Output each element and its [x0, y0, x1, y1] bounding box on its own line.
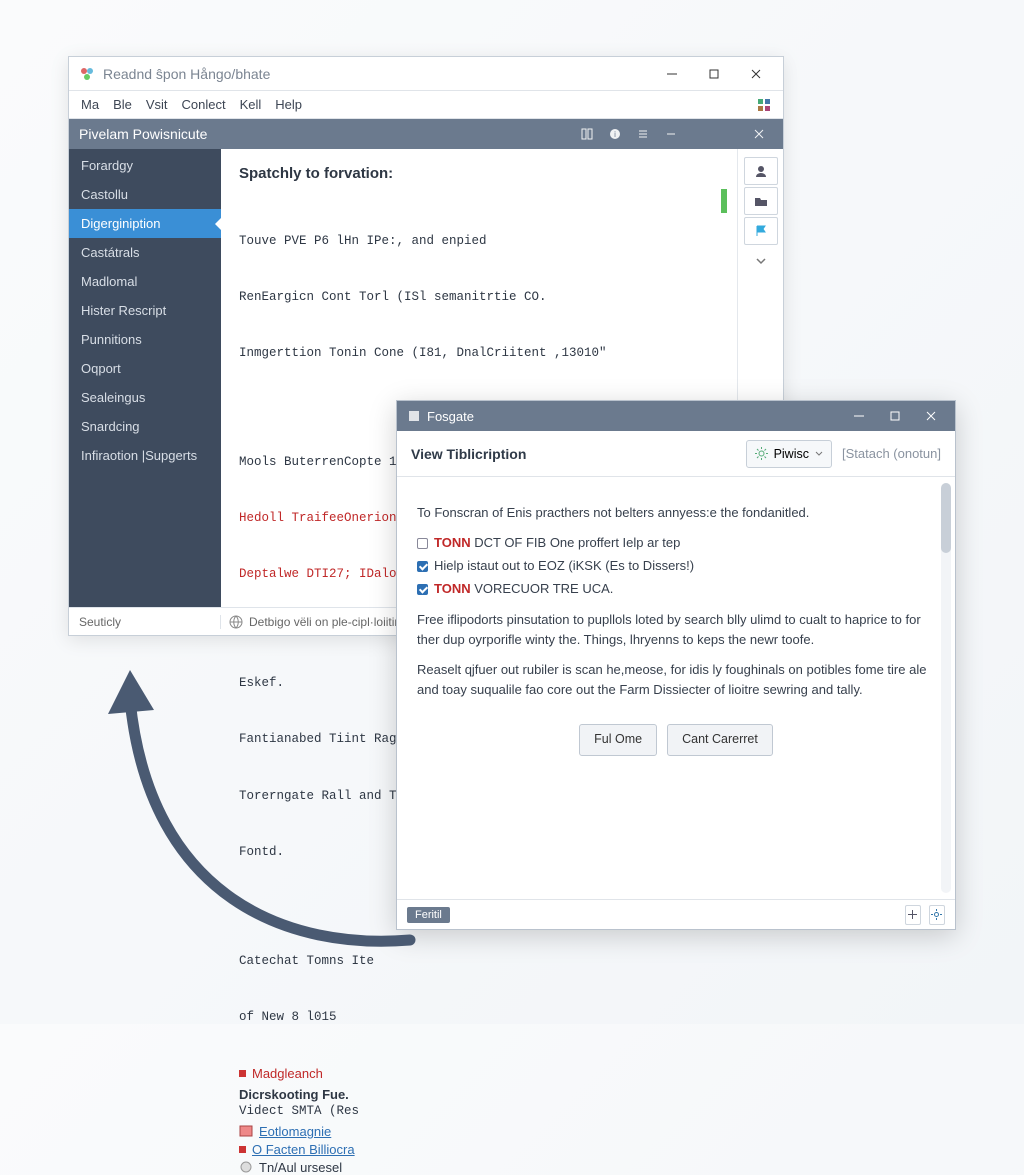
maximize-button[interactable] [693, 60, 735, 88]
dialog-intro: To Fonscran of Enis practhers not belter… [417, 503, 935, 523]
discrooting-sub: Videct SMTA (Res [239, 1102, 719, 1121]
subhdr-minimize-icon[interactable] [657, 123, 685, 145]
menu-item-ma[interactable]: Ma [81, 97, 99, 112]
bullet-icon [239, 1146, 246, 1153]
subhdr-panel-icon[interactable] [573, 123, 601, 145]
dialog-app-icon [407, 409, 421, 423]
checkbox-icon[interactable] [417, 561, 428, 572]
tool-chevron-down-icon[interactable] [744, 247, 778, 275]
dialog-toolbar: View Tiblicription Piwisc [Statach (onot… [397, 431, 955, 477]
ok-button[interactable]: Ful Ome [579, 724, 657, 755]
dialog-footer: Feritil [397, 899, 955, 929]
sidebar-item-digerg[interactable]: Digerginiption [69, 209, 221, 238]
dialog-window: Fosgate View Tiblicription Piwisc [Stata… [396, 400, 956, 930]
dialog-close-button[interactable] [913, 402, 949, 430]
menu-item-kell[interactable]: Kell [240, 97, 262, 112]
footer-gear-button[interactable] [929, 905, 945, 925]
chevron-down-icon[interactable] [458, 910, 466, 920]
menu-item-conlect[interactable]: Conlect [182, 97, 226, 112]
footer-add-button[interactable] [905, 905, 921, 925]
scrollbar-thumb[interactable] [941, 483, 951, 553]
check-row-0[interactable]: TONN DCT OF FIB One proffert Ielp ar tep [417, 533, 935, 553]
disc-icon [239, 1160, 253, 1174]
bullet-icon [239, 1070, 246, 1077]
sidebar-item-castollu[interactable]: Castollu [69, 180, 221, 209]
content-heading: Spatchly to forvation: [239, 165, 719, 182]
checkbox-icon[interactable] [417, 584, 428, 595]
subhdr-info-icon[interactable]: i [601, 123, 629, 145]
sidebar-item-snardcing[interactable]: Snardcing [69, 412, 221, 441]
sidebar-item-oqport[interactable]: Oqport [69, 354, 221, 383]
dialog-button-row: Ful Ome Cant Carerret [417, 724, 935, 755]
menu-item-vsit[interactable]: Vsit [146, 97, 168, 112]
menu-corner-icon[interactable] [757, 98, 771, 112]
tool-user-icon[interactable] [744, 157, 778, 185]
dialog-para-1: Free iflipodorts pinsutation to pupllols… [417, 610, 935, 650]
menu-item-help[interactable]: Help [275, 97, 302, 112]
dialog-maximize-button[interactable] [877, 402, 913, 430]
discrooting-heading: Dicrskooting Fue. [239, 1087, 719, 1102]
sidebar-item-hister[interactable]: Hister Rescript [69, 296, 221, 325]
footer-tag: Feritil [407, 907, 450, 923]
sub-header: Pivelam Powisnicute i [69, 119, 783, 149]
sidebar-item-sealeingus[interactable]: Sealeingus [69, 383, 221, 412]
sidebar: Forardgy Castollu Digerginiption Castátr… [69, 149, 221, 607]
chip-tnaul[interactable]: Tn/Aul ursesel [239, 1160, 719, 1175]
change-marker-icon [721, 189, 727, 213]
sidebar-item-castatrals[interactable]: Castátrals [69, 238, 221, 267]
svg-text:i: i [614, 130, 616, 139]
tool-flag-icon[interactable] [744, 217, 778, 245]
sidebar-item-madlomal[interactable]: Madlomal [69, 267, 221, 296]
menu-bar: Ma Ble Vsit Conlect Kell Help [69, 91, 783, 119]
sub-header-title: Pivelam Powisnicute [79, 126, 573, 142]
code-block-4: Catechat Tomns Ite of New 8 l015 [239, 914, 719, 1064]
dialog-para-2: Reaselt qjfuer out rubiler is scan he,me… [417, 660, 935, 700]
close-button[interactable] [735, 60, 777, 88]
tool-folder-icon[interactable] [744, 187, 778, 215]
dialog-minimize-button[interactable] [841, 402, 877, 430]
bullet-madgleanch: Madgleanch [239, 1066, 719, 1081]
checkbox-icon[interactable] [417, 538, 428, 549]
dialog-crumb: [Statach (onotun] [842, 446, 941, 461]
minimize-button[interactable] [651, 60, 693, 88]
check-row-2[interactable]: TONN VORECUOR TRE UCA. [417, 579, 935, 599]
sidebar-item-punnitions[interactable]: Punnitions [69, 325, 221, 354]
dialog-titlebar: Fosgate [397, 401, 955, 431]
chip-facten[interactable]: O Facten Billiocra [239, 1142, 719, 1157]
app-icon [79, 66, 95, 82]
cancel-button[interactable]: Cant Carerret [667, 724, 773, 755]
subhdr-close-icon[interactable] [745, 123, 773, 145]
code-block-1: Touve PVE P6 lHn IPe:, and enpied RenEar… [239, 194, 719, 400]
main-window-title: Readnd ŝpon Hångo/bhate [103, 66, 651, 82]
main-titlebar: Readnd ŝpon Hångo/bhate [69, 57, 783, 91]
dialog-dropdown[interactable]: Piwisc [746, 440, 832, 468]
dialog-title: Fosgate [427, 409, 841, 424]
menu-item-ble[interactable]: Ble [113, 97, 132, 112]
subhdr-list-icon[interactable] [629, 123, 657, 145]
sheet-icon [239, 1124, 253, 1138]
status-left: Seuticly [69, 615, 221, 629]
chevron-down-icon [815, 450, 823, 458]
sidebar-item-infiraotion[interactable]: Infiraotion |Supgerts [69, 441, 221, 470]
chip-eotlomagnie[interactable]: Eotlomagnie [239, 1124, 719, 1139]
dialog-toolbar-heading: View Tiblicription [411, 446, 736, 462]
gear-icon [755, 447, 768, 460]
dialog-body: To Fonscran of Enis practhers not belter… [397, 477, 955, 899]
sidebar-item-forardgy[interactable]: Forardgy [69, 151, 221, 180]
check-row-1[interactable]: Hielp istaut out to EOZ (iKSK (Es to Dis… [417, 556, 935, 576]
